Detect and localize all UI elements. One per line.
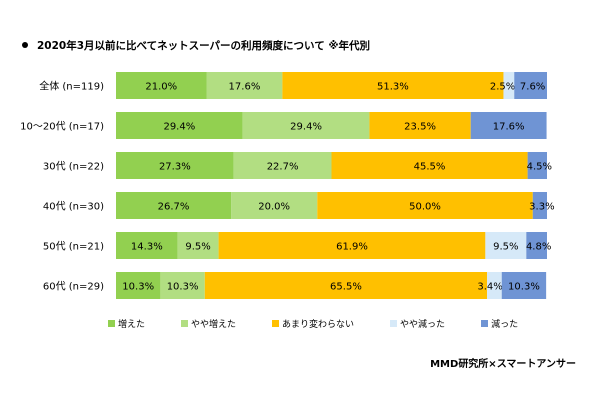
- bar-segment: [369, 112, 471, 139]
- data-label: 27.3%: [159, 162, 191, 173]
- data-label: 45.5%: [414, 162, 446, 173]
- legend-label: やや増えた: [191, 320, 237, 330]
- data-label: 9.5%: [493, 242, 518, 253]
- legend-item: やや減った: [390, 317, 445, 330]
- bar-segment: [116, 152, 234, 179]
- legend-item: 増えた: [108, 317, 145, 330]
- bar-segment: [160, 272, 205, 299]
- data-label: 3.4%: [477, 282, 502, 293]
- bar-segment: [116, 272, 161, 299]
- legend-label: あまり変わらない: [282, 320, 355, 330]
- data-label: 21.0%: [145, 82, 177, 93]
- chart-title-text: 2020年3月以前に比べてネットスーパーの利用頻度について ※年代別: [37, 40, 371, 52]
- bar-segment: [527, 152, 547, 179]
- bar-segment: [526, 232, 547, 259]
- bar-segment: [116, 232, 178, 259]
- data-label: 51.3%: [377, 82, 409, 93]
- legend-swatch: [272, 320, 280, 327]
- data-label: 4.5%: [527, 162, 552, 173]
- chart-legend: 増えた やや増えた あまり変わらない やや減った 減った: [108, 317, 518, 330]
- data-label: 10.3%: [508, 282, 540, 293]
- bar-segment: [282, 72, 504, 99]
- data-label: 7.6%: [520, 82, 545, 93]
- data-label: 65.5%: [330, 282, 362, 293]
- legend-swatch: [390, 320, 398, 327]
- bar-segment: [218, 232, 486, 259]
- legend-swatch: [181, 320, 189, 327]
- bar-segment: [116, 112, 243, 139]
- data-label: 10.3%: [167, 282, 199, 293]
- bar-segment: [116, 72, 207, 99]
- category-label: 50代 (n=21): [43, 241, 104, 253]
- data-label: 26.7%: [158, 202, 190, 213]
- bar-segment: [233, 152, 332, 179]
- legend-swatch: [481, 320, 489, 327]
- category-label: 30代 (n=22): [43, 161, 104, 173]
- bar-segment: [487, 272, 502, 299]
- data-label: 50.0%: [409, 202, 441, 213]
- bar-segment: [204, 272, 488, 299]
- data-label: 17.6%: [229, 82, 261, 93]
- bar-segment: [501, 272, 547, 299]
- data-label: 29.4%: [290, 122, 322, 133]
- data-label: 61.9%: [336, 242, 368, 253]
- category-label: 40代 (n=30): [43, 201, 104, 213]
- legend-item: 減った: [481, 317, 518, 330]
- legend-swatch: [108, 320, 115, 327]
- data-label: 29.4%: [163, 122, 195, 133]
- data-label: 3.3%: [529, 202, 554, 213]
- chart-title: 2020年3月以前に比べてネットスーパーの利用頻度について ※年代別: [22, 38, 370, 53]
- legend-item: やや増えた: [181, 317, 236, 330]
- source-credit: MMD研究所×スマートアンサー: [430, 359, 576, 370]
- bar-segment: [503, 72, 515, 99]
- data-label: 2.5%: [490, 82, 515, 93]
- data-label: 20.0%: [258, 202, 290, 213]
- data-label: 22.7%: [267, 162, 299, 173]
- legend-label: 減った: [491, 320, 519, 330]
- bar-segment: [242, 112, 370, 139]
- category-label: 10～20代 (n=17): [20, 121, 104, 133]
- bullet-icon: [22, 42, 28, 48]
- bar-segment: [177, 232, 219, 259]
- legend-label: やや減った: [400, 320, 446, 330]
- bar-segment: [331, 152, 528, 179]
- data-label: 23.5%: [404, 122, 436, 133]
- bar-segment: [116, 192, 232, 219]
- data-label: 4.8%: [526, 242, 551, 253]
- bar-segment: [532, 192, 547, 219]
- data-label: 10.3%: [122, 282, 154, 293]
- legend-label: 増えた: [118, 320, 146, 330]
- category-label: 全体 (n=119): [39, 80, 104, 93]
- data-label: 17.6%: [493, 122, 525, 133]
- bar-segment: [485, 232, 527, 259]
- bar-segment: [206, 72, 283, 99]
- bar-segment: [317, 192, 533, 219]
- category-label: 60代 (n=29): [43, 281, 104, 293]
- bar-segment: [514, 72, 547, 99]
- data-label: 9.5%: [185, 242, 210, 253]
- data-label: 14.3%: [131, 242, 163, 253]
- legend-item: あまり変わらない: [272, 317, 354, 330]
- bar-segment: [231, 192, 318, 219]
- bar-segment: [470, 112, 547, 139]
